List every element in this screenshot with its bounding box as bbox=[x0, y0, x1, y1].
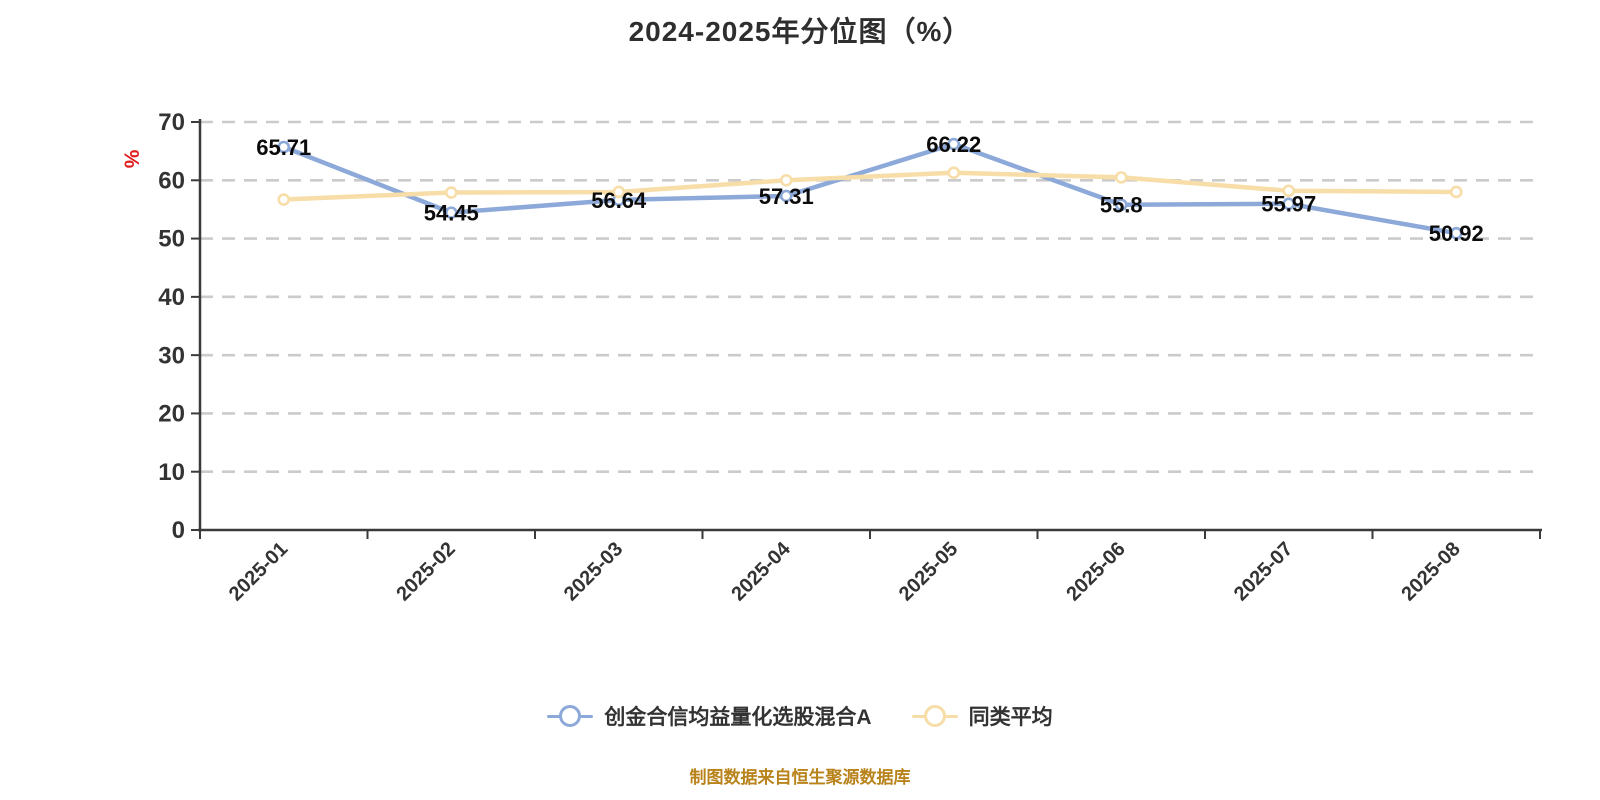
y-tick-label: 10 bbox=[158, 459, 185, 486]
average-series-line bbox=[281, 170, 1459, 202]
data-point-marker[interactable] bbox=[1114, 198, 1128, 212]
data-point-marker[interactable] bbox=[947, 137, 961, 151]
data-point-marker[interactable] bbox=[1449, 226, 1463, 240]
data-point-marker[interactable] bbox=[1114, 171, 1128, 184]
legend-item-label: 创金合信均益量化选股混合A bbox=[604, 706, 872, 729]
data-point-marker[interactable] bbox=[277, 193, 291, 206]
value-label: 55.97 bbox=[1261, 192, 1316, 217]
x-tick-label: 2025-02 bbox=[392, 538, 459, 605]
x-tick-label: 2025-08 bbox=[1397, 538, 1464, 605]
value-label: 50.92 bbox=[1429, 221, 1484, 246]
x-tick-label: 2025-04 bbox=[727, 537, 795, 605]
data-point-marker[interactable] bbox=[612, 185, 626, 199]
y-tick-label: 40 bbox=[158, 284, 185, 311]
y-tick-label: 0 bbox=[172, 517, 185, 544]
x-tick-label: 2025-07 bbox=[1230, 538, 1297, 605]
legend-line-circle-icon bbox=[547, 704, 594, 728]
legend-item-average[interactable]: 同类平均 bbox=[911, 701, 1053, 731]
x-tick-label: 2025-05 bbox=[895, 538, 962, 605]
value-label: 55.8 bbox=[1100, 193, 1143, 218]
value-label: 54.45 bbox=[424, 201, 479, 226]
value-label: 65.71 bbox=[256, 135, 311, 160]
value-label: 66.22 bbox=[926, 132, 981, 157]
x-tick-label: 2025-03 bbox=[560, 538, 627, 605]
data-point-marker[interactable] bbox=[947, 166, 961, 180]
legend-item-label: 同类平均 bbox=[968, 706, 1053, 729]
value-label: 57.31 bbox=[759, 184, 814, 209]
legend: 创金合信均益量化选股混合A 同类平均 bbox=[0, 701, 1600, 731]
fund-series-line bbox=[281, 141, 1459, 236]
legend-item-fund[interactable]: 创金合信均益量化选股混合A bbox=[547, 701, 872, 731]
data-point-marker[interactable] bbox=[1449, 185, 1463, 199]
data-point-marker[interactable] bbox=[1282, 197, 1296, 211]
y-tick-label: 70 bbox=[158, 109, 185, 136]
data-point-marker[interactable] bbox=[444, 186, 458, 199]
x-tick-label: 2025-06 bbox=[1062, 538, 1129, 605]
legend-line-circle-icon bbox=[911, 704, 958, 728]
x-tick-label: 2025-01 bbox=[225, 538, 292, 605]
y-tick-label: 20 bbox=[158, 401, 185, 428]
footer-note: 制图数据来自恒生聚源数据库 bbox=[689, 768, 911, 787]
y-tick-label: 60 bbox=[158, 167, 185, 194]
data-point-marker[interactable] bbox=[779, 173, 793, 187]
data-point-marker[interactable] bbox=[277, 140, 291, 154]
data-point-marker[interactable] bbox=[1282, 184, 1296, 198]
page-title: 2024-2025年分位图（%） bbox=[628, 16, 972, 47]
y-tick-label: 50 bbox=[158, 226, 185, 253]
y-tick-label: 30 bbox=[158, 342, 185, 369]
data-point-marker[interactable] bbox=[779, 189, 793, 203]
value-label: 56.64 bbox=[591, 188, 647, 213]
data-point-marker[interactable] bbox=[444, 206, 458, 219]
